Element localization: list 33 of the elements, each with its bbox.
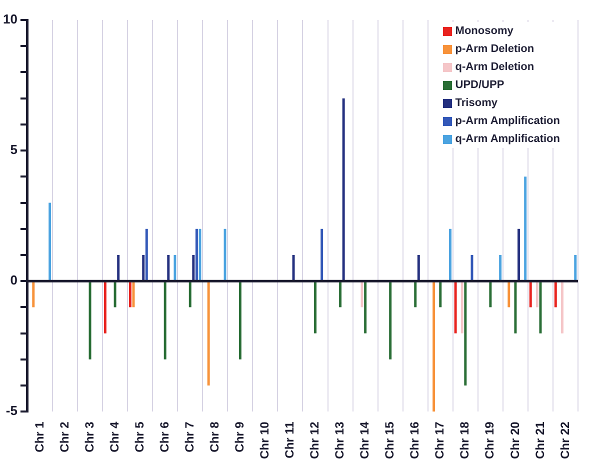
x-tick-label: Chr 6 — [157, 421, 172, 452]
legend-label: p-Arm Deletion — [455, 42, 534, 57]
x-tick-label: Chr 20 — [508, 421, 522, 460]
x-tick-label: Chr 12 — [308, 421, 322, 460]
legend-label: q-Arm Deletion — [455, 60, 534, 75]
x-tick-label: Chr 21 — [532, 421, 547, 460]
x-tick-label: Chr 16 — [408, 421, 422, 460]
legend-label: Trisomy — [455, 96, 498, 111]
x-tick-label: Chr 14 — [358, 421, 372, 460]
x-tick-label: Chr 13 — [332, 421, 347, 460]
x-tick-label: Chr 17 — [432, 421, 447, 460]
y-tick-label: 0 — [10, 272, 18, 288]
x-tick-label: Chr 8 — [207, 421, 222, 452]
x-tick-label: Chr 4 — [107, 421, 122, 452]
x-tick-label: Chr 15 — [382, 421, 397, 460]
y-tick-label: 5 — [10, 142, 18, 158]
x-tick-label: Chr 22 — [558, 421, 572, 460]
legend-label: p-Arm Amplification — [455, 114, 560, 129]
x-tick-label: Chr 2 — [57, 421, 72, 452]
y-tick-label: 10 — [2, 12, 18, 27]
legend-label: UPD/UPP — [455, 78, 504, 93]
x-tick-label: Chr 1 — [32, 421, 46, 452]
legend-label: q-Arm Amplification — [455, 132, 560, 147]
x-tick-label: Chr 10 — [258, 421, 272, 460]
x-tick-label: Chr 3 — [82, 421, 96, 452]
x-tick-label: Chr 18 — [458, 421, 472, 460]
x-tick-label: Chr 7 — [182, 421, 196, 452]
y-tick-label: -5 — [6, 403, 18, 418]
x-tick-label: Chr 19 — [482, 421, 497, 460]
x-tick-label: Chr 9 — [232, 421, 246, 452]
legend-label: Monosomy — [455, 24, 514, 39]
x-tick-label: Chr 5 — [132, 421, 146, 452]
x-tick-label: Chr 11 — [282, 421, 297, 458]
